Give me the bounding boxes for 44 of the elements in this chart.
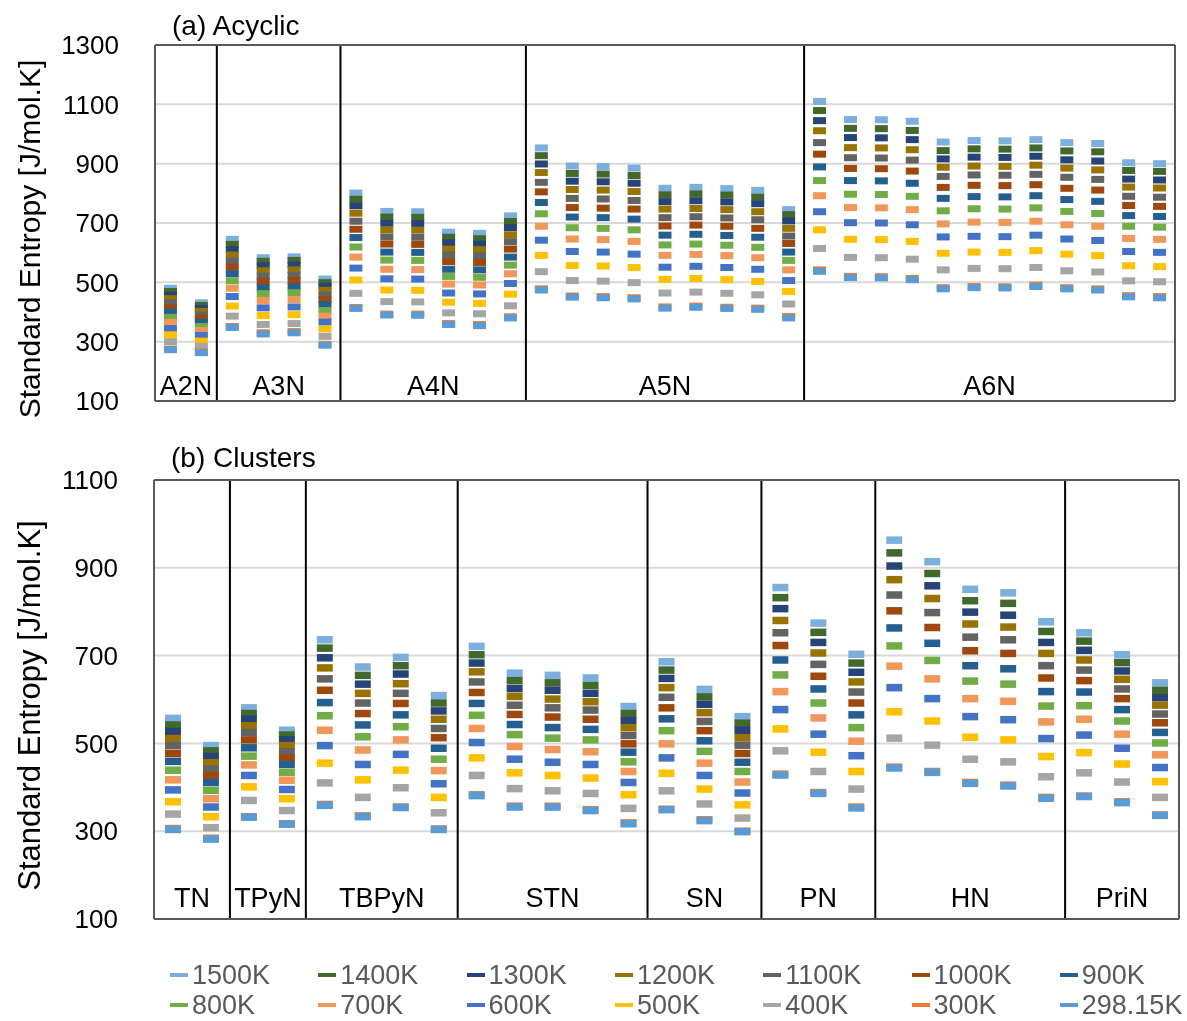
y-tick-label: 300 <box>74 816 118 847</box>
legend-label: 300K <box>933 990 997 1020</box>
legend-label: 1400K <box>340 960 419 990</box>
annotation: TN <box>173 882 210 914</box>
legend-label: 1100K <box>785 960 862 990</box>
annotation: TBPyN <box>339 882 425 914</box>
legend-label: 1500K <box>192 960 271 990</box>
y-tick-label: 700 <box>74 640 118 671</box>
chart-title: (a) Acyclic <box>172 10 300 42</box>
annotation: PriN <box>1095 882 1149 914</box>
y-tick-label: 500 <box>74 728 118 759</box>
annotation: TPyN <box>234 882 302 914</box>
y-tick-label: 300 <box>75 326 119 357</box>
annotation: SN <box>685 882 724 914</box>
legend-label: 1300K <box>488 960 567 990</box>
annotation: A6N <box>963 370 1016 402</box>
annotation: STN <box>525 882 580 914</box>
y-tick-label: 500 <box>75 267 119 298</box>
y-tick-label: 100 <box>75 386 119 417</box>
legend-label: 1000K <box>933 960 1012 990</box>
y-axis-title: Standard Entropy [J/mol.K] <box>12 59 46 419</box>
y-axis-title: Standard Entropy [J/mol.K] <box>11 520 47 891</box>
annotation: A5N <box>638 370 692 402</box>
legend-label: 900K <box>1081 960 1145 990</box>
annotation: A2N <box>159 370 213 402</box>
legend-label: 298.15K <box>1081 990 1183 1020</box>
chart-title: (b) Clusters <box>171 442 316 474</box>
legend-label: 500K <box>636 990 700 1020</box>
annotation: A4N <box>406 370 460 402</box>
y-tick-label: 1100 <box>62 465 118 496</box>
y-tick-label: 1100 <box>63 89 119 120</box>
annotation: PN <box>799 882 838 914</box>
legend-label: 700K <box>340 990 404 1020</box>
y-tick-label: 100 <box>74 904 118 935</box>
y-tick-label: 700 <box>75 208 119 239</box>
legend-label: 400K <box>785 990 849 1020</box>
y-tick-label: 1300 <box>61 30 119 61</box>
legend-label: 800K <box>192 990 256 1020</box>
annotation: A3N <box>252 370 305 402</box>
y-tick-label: 900 <box>74 553 118 584</box>
legend-label: 1200K <box>636 960 715 990</box>
legend-label: 600K <box>488 990 552 1020</box>
y-tick-label: 900 <box>75 148 119 179</box>
annotation: HN <box>950 882 990 914</box>
